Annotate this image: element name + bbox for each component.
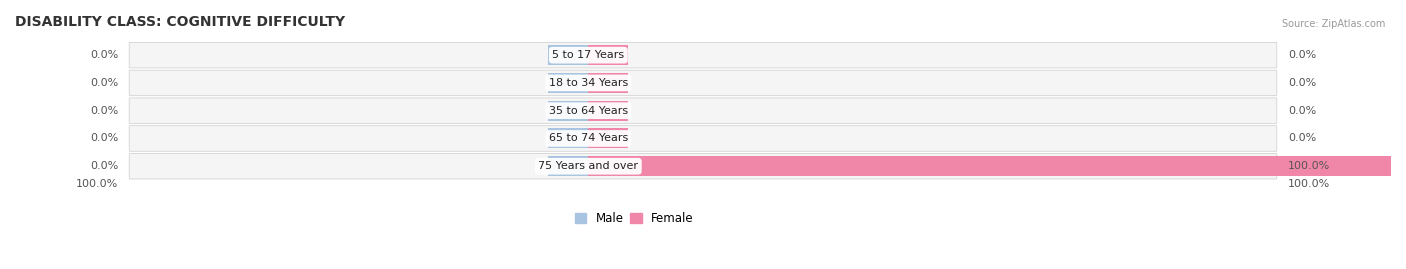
Text: 0.0%: 0.0% [1288, 133, 1316, 143]
Text: 100.0%: 100.0% [1288, 161, 1330, 171]
Text: 35 to 64 Years: 35 to 64 Years [548, 106, 628, 116]
Text: 0.0%: 0.0% [1288, 50, 1316, 60]
Text: 0.0%: 0.0% [90, 161, 118, 171]
Text: Source: ZipAtlas.com: Source: ZipAtlas.com [1281, 19, 1385, 29]
Text: 0.0%: 0.0% [1288, 106, 1316, 116]
Bar [588, 156, 1406, 176]
Bar [548, 156, 588, 176]
Text: 65 to 74 Years: 65 to 74 Years [548, 133, 628, 143]
Text: DISABILITY CLASS: COGNITIVE DIFFICULTY: DISABILITY CLASS: COGNITIVE DIFFICULTY [15, 15, 344, 29]
Bar [588, 45, 628, 65]
FancyBboxPatch shape [129, 70, 1277, 96]
FancyBboxPatch shape [129, 43, 1277, 68]
Text: 100.0%: 100.0% [76, 179, 118, 189]
Text: 0.0%: 0.0% [90, 133, 118, 143]
Legend: Male, Female: Male, Female [575, 212, 693, 225]
Bar [548, 101, 588, 121]
Bar [548, 45, 588, 65]
Text: 0.0%: 0.0% [1288, 78, 1316, 88]
Text: 5 to 17 Years: 5 to 17 Years [553, 50, 624, 60]
Text: 100.0%: 100.0% [1288, 179, 1330, 189]
Text: 0.0%: 0.0% [90, 106, 118, 116]
Bar [588, 101, 628, 121]
FancyBboxPatch shape [129, 154, 1277, 179]
Bar [588, 73, 628, 93]
Bar [588, 129, 628, 148]
Text: 75 Years and over: 75 Years and over [538, 161, 638, 171]
Text: 18 to 34 Years: 18 to 34 Years [548, 78, 628, 88]
FancyBboxPatch shape [129, 98, 1277, 123]
Text: 0.0%: 0.0% [90, 50, 118, 60]
FancyBboxPatch shape [129, 126, 1277, 151]
Text: 0.0%: 0.0% [90, 78, 118, 88]
Bar [548, 73, 588, 93]
Bar [548, 129, 588, 148]
